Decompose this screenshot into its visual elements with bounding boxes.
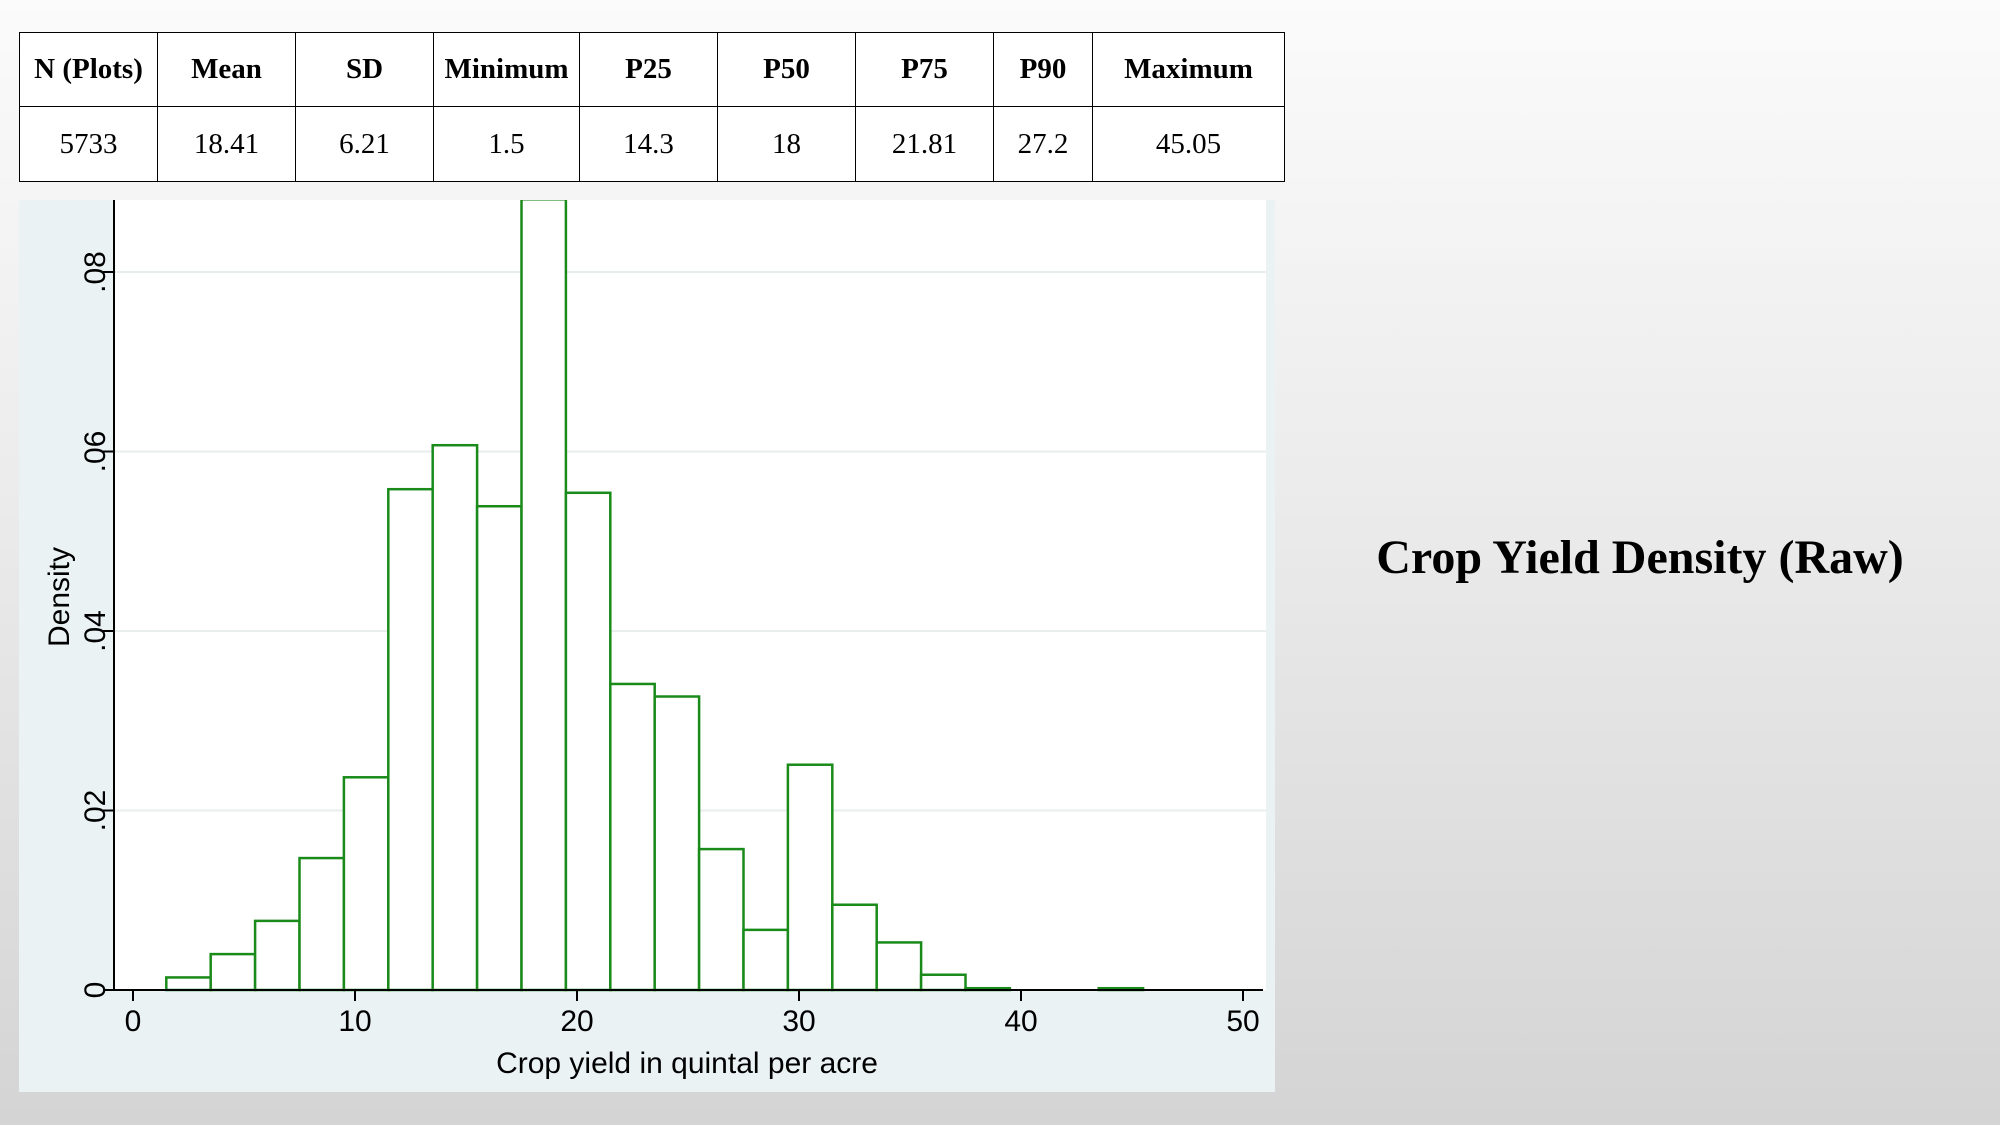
y-axis-label: Density bbox=[43, 547, 76, 647]
header-sd: SD bbox=[295, 32, 434, 107]
header-mean: Mean bbox=[157, 32, 296, 107]
value-minimum: 1.5 bbox=[433, 106, 580, 182]
x-tick-label: 40 bbox=[1004, 1005, 1037, 1038]
header-n-plots: N (Plots) bbox=[19, 32, 158, 107]
x-axis-ticks: 0 10 20 30 40 50 bbox=[125, 990, 1260, 1038]
histogram-bar bbox=[387, 487, 434, 992]
histogram-bar bbox=[609, 682, 656, 992]
histogram-chart: 0 .02 .04 .06 .08 0 10 20 30 40 50 Crop yield in … bbox=[43, 200, 1266, 1080]
value-maximum: 45.05 bbox=[1092, 106, 1285, 182]
y-axis-ticks: 0 .02 .04 .06 .08 bbox=[79, 251, 114, 998]
y-tick-label: .06 bbox=[79, 431, 112, 473]
y-tick-label: 0 bbox=[79, 982, 112, 999]
summary-statistics-table: N (Plots) Mean SD Minimum P25 P50 P75 P9… bbox=[19, 32, 1285, 182]
histogram-bar bbox=[875, 941, 923, 992]
value-n-plots: 5733 bbox=[19, 106, 158, 182]
header-p25: P25 bbox=[579, 32, 718, 107]
histogram-bar bbox=[342, 776, 390, 992]
value-mean: 18.41 bbox=[157, 106, 296, 182]
y-tick-label: .08 bbox=[79, 251, 112, 293]
value-p75: 21.81 bbox=[855, 106, 994, 182]
histogram-bar bbox=[742, 928, 790, 992]
histogram-bar bbox=[831, 903, 878, 992]
histogram-bar bbox=[165, 976, 212, 992]
value-p90: 27.2 bbox=[993, 106, 1093, 182]
header-maximum: Maximum bbox=[1092, 32, 1285, 107]
histogram-bar bbox=[653, 695, 701, 992]
x-tick-label: 10 bbox=[338, 1005, 371, 1038]
x-tick-label: 50 bbox=[1226, 1005, 1259, 1038]
histogram-bar bbox=[697, 847, 745, 992]
histogram-bar bbox=[209, 952, 257, 992]
header-p50: P50 bbox=[717, 32, 856, 107]
grid-lines bbox=[114, 271, 1266, 812]
histogram-chart-panel: 0 .02 .04 .06 .08 0 10 20 30 40 50 Crop yield in … bbox=[19, 200, 1275, 1092]
histogram-bar bbox=[298, 856, 346, 992]
slide-title: Crop Yield Density (Raw) bbox=[1376, 531, 1904, 584]
y-tick-label: .04 bbox=[79, 610, 112, 652]
y-tick-label: .02 bbox=[79, 790, 112, 832]
histogram-bar bbox=[520, 200, 568, 992]
histogram-bar bbox=[919, 973, 967, 992]
header-minimum: Minimum bbox=[433, 32, 580, 107]
header-p90: P90 bbox=[993, 32, 1093, 107]
x-tick-label: 0 bbox=[125, 1005, 142, 1038]
histogram-bar bbox=[253, 919, 301, 992]
x-tick-label: 30 bbox=[782, 1005, 815, 1038]
header-p75: P75 bbox=[855, 32, 994, 107]
x-axis-label: Crop yield in quintal per acre bbox=[496, 1047, 878, 1080]
table-header-row: N (Plots) Mean SD Minimum P25 P50 P75 P9… bbox=[19, 32, 1285, 107]
value-p25: 14.3 bbox=[579, 106, 718, 182]
table-row: 5733 18.41 6.21 1.5 14.3 18 21.81 27.2 4… bbox=[19, 106, 1285, 182]
histogram-bar bbox=[431, 443, 479, 992]
histogram-bar bbox=[475, 504, 523, 992]
histogram-bar bbox=[786, 763, 834, 992]
histogram-bar bbox=[564, 491, 612, 992]
value-sd: 6.21 bbox=[295, 106, 434, 182]
x-tick-label: 20 bbox=[560, 1005, 593, 1038]
value-p50: 18 bbox=[717, 106, 856, 182]
